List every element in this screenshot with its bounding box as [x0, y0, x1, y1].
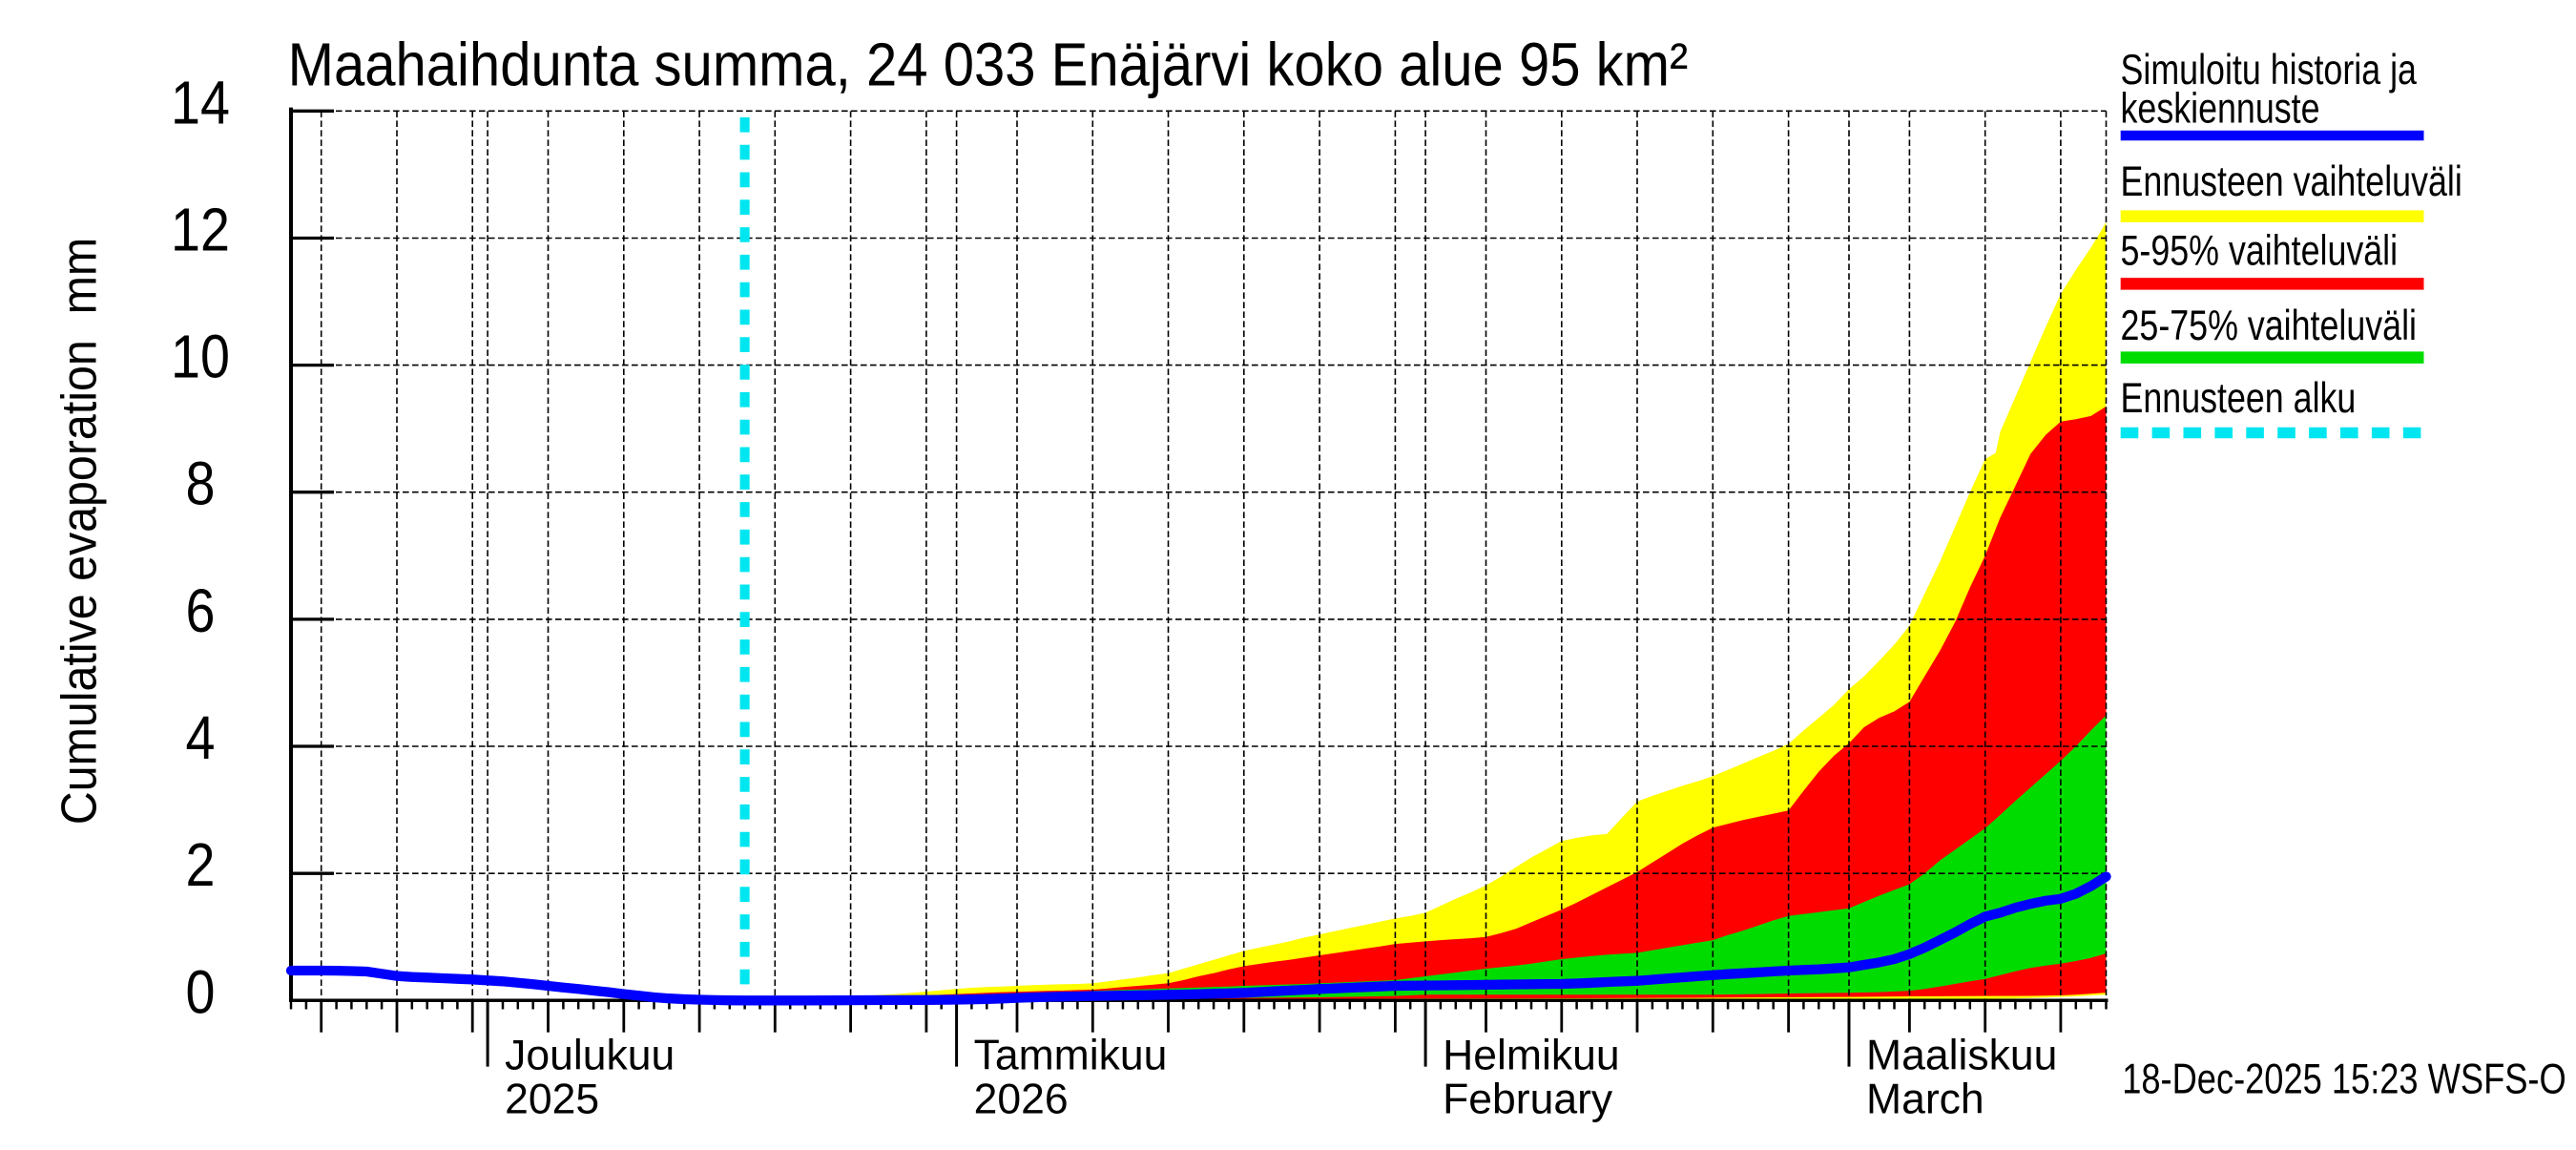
- svg-text:Maaliskuu: Maaliskuu: [1866, 1032, 2057, 1078]
- svg-text:10: 10: [171, 323, 230, 390]
- svg-text:Maahaihdunta summa, 24 033 Enä: Maahaihdunta summa, 24 033 Enäjärvi koko…: [288, 31, 1689, 98]
- svg-text:Cumulative evaporation mm: Cumulative evaporation mm: [52, 238, 107, 825]
- svg-text:5-95% vaihteluväli: 5-95% vaihteluväli: [2121, 226, 2399, 275]
- svg-text:Joulukuu: Joulukuu: [505, 1032, 675, 1078]
- svg-text:Tammikuu: Tammikuu: [974, 1032, 1168, 1078]
- svg-text:14: 14: [171, 69, 230, 136]
- svg-text:12: 12: [171, 196, 230, 263]
- svg-text:February: February: [1443, 1077, 1613, 1123]
- svg-text:Helmikuu: Helmikuu: [1443, 1032, 1619, 1078]
- svg-text:2: 2: [186, 831, 216, 899]
- svg-text:18-Dec-2025 15:23 WSFS-O: 18-Dec-2025 15:23 WSFS-O: [2122, 1055, 2566, 1102]
- svg-text:keskiennuste: keskiennuste: [2121, 84, 2320, 133]
- svg-text:March: March: [1866, 1077, 1984, 1123]
- svg-text:25-75% vaihteluväli: 25-75% vaihteluväli: [2121, 301, 2418, 349]
- svg-text:Ennusteen vaihteluväli: Ennusteen vaihteluväli: [2121, 157, 2462, 205]
- svg-text:2026: 2026: [974, 1077, 1069, 1123]
- svg-text:6: 6: [186, 576, 216, 644]
- svg-text:4: 4: [186, 703, 216, 771]
- svg-text:Ennusteen alku: Ennusteen alku: [2121, 373, 2357, 422]
- svg-text:2025: 2025: [505, 1077, 599, 1123]
- svg-text:Simuloitu historia ja: Simuloitu historia ja: [2121, 45, 2418, 94]
- svg-text:0: 0: [186, 958, 216, 1026]
- svg-text:8: 8: [186, 450, 216, 517]
